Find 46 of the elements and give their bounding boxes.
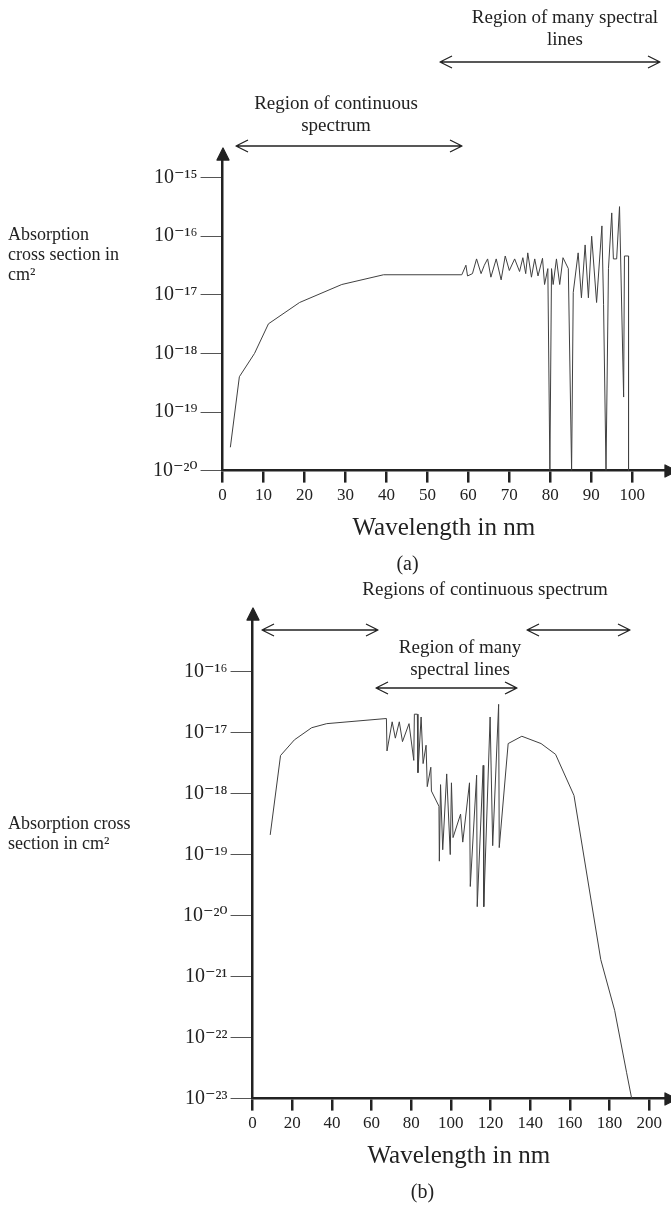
x-tick-label: 20 [296, 485, 313, 505]
x-axis-title: Wavelength in nm [367, 1140, 551, 1168]
text: (a) [396, 552, 419, 576]
x-tick-label: 100 [438, 1113, 464, 1133]
y-axis-title: Absorption cross section in cm² [8, 224, 119, 285]
x-tick-label: 0 [218, 485, 227, 505]
annotation: Region of many spectral lines [397, 636, 523, 680]
y-tick-label: 10⁻¹⁹ [184, 841, 228, 864]
text: (b) [410, 1180, 435, 1204]
text: Region of many spectral lines [470, 6, 660, 50]
y-tick-label: 10⁻²¹ [185, 963, 228, 986]
x-tick-label: 140 [517, 1113, 543, 1133]
x-tick-label: 70 [500, 485, 518, 505]
y-tick-label: 10⁻¹⁷ [184, 719, 228, 742]
x-tick-label: 40 [323, 1113, 341, 1133]
y-tick-label: 10⁻¹⁸ [154, 340, 198, 363]
y-tick-label: 10⁻¹⁶ [184, 658, 228, 681]
x-tick-label: 160 [557, 1113, 583, 1133]
text: Regions of continuous spectrum [361, 578, 609, 600]
x-tick-label: 120 [477, 1113, 504, 1133]
x-tick-label: 200 [636, 1113, 662, 1133]
x-tick-label: 100 [619, 485, 645, 505]
x-tick-label: 50 [418, 485, 436, 505]
y-tick-label: 10⁻²² [185, 1024, 228, 1047]
x-tick-label: 40 [377, 485, 395, 505]
y-tick-label: 10⁻²³ [185, 1085, 228, 1108]
y-tick-label: 10⁻²⁰ [152, 457, 198, 480]
text: Region of continuous spectrum [253, 92, 419, 136]
x-tick-label: 20 [283, 1113, 301, 1133]
x-tick-label: 180 [596, 1113, 623, 1133]
x-tick-label: 90 [582, 485, 600, 505]
y-tick-label: 10⁻¹⁵ [154, 164, 198, 187]
x-tick-label: 30 [336, 485, 354, 505]
x-tick-label: 80 [402, 1113, 420, 1133]
x-tick-label: 60 [363, 1113, 381, 1133]
x-tick-label: 80 [541, 485, 559, 505]
x-tick-label: 10 [255, 485, 273, 505]
y-tick-label: 10⁻¹⁶ [154, 223, 198, 246]
y-tick-label: 10⁻¹⁹ [154, 399, 198, 422]
x-tick-label: 60 [459, 485, 477, 505]
y-tick-label: 10⁻¹⁸ [184, 780, 228, 803]
x-tick-label: 0 [248, 1113, 257, 1133]
y-axis-title: Absorption cross section in cm² [8, 813, 131, 854]
x-axis-title: Wavelength in nm [352, 512, 536, 540]
y-tick-label: 10⁻²⁰ [182, 902, 228, 925]
y-tick-label: 10⁻¹⁷ [154, 282, 198, 305]
